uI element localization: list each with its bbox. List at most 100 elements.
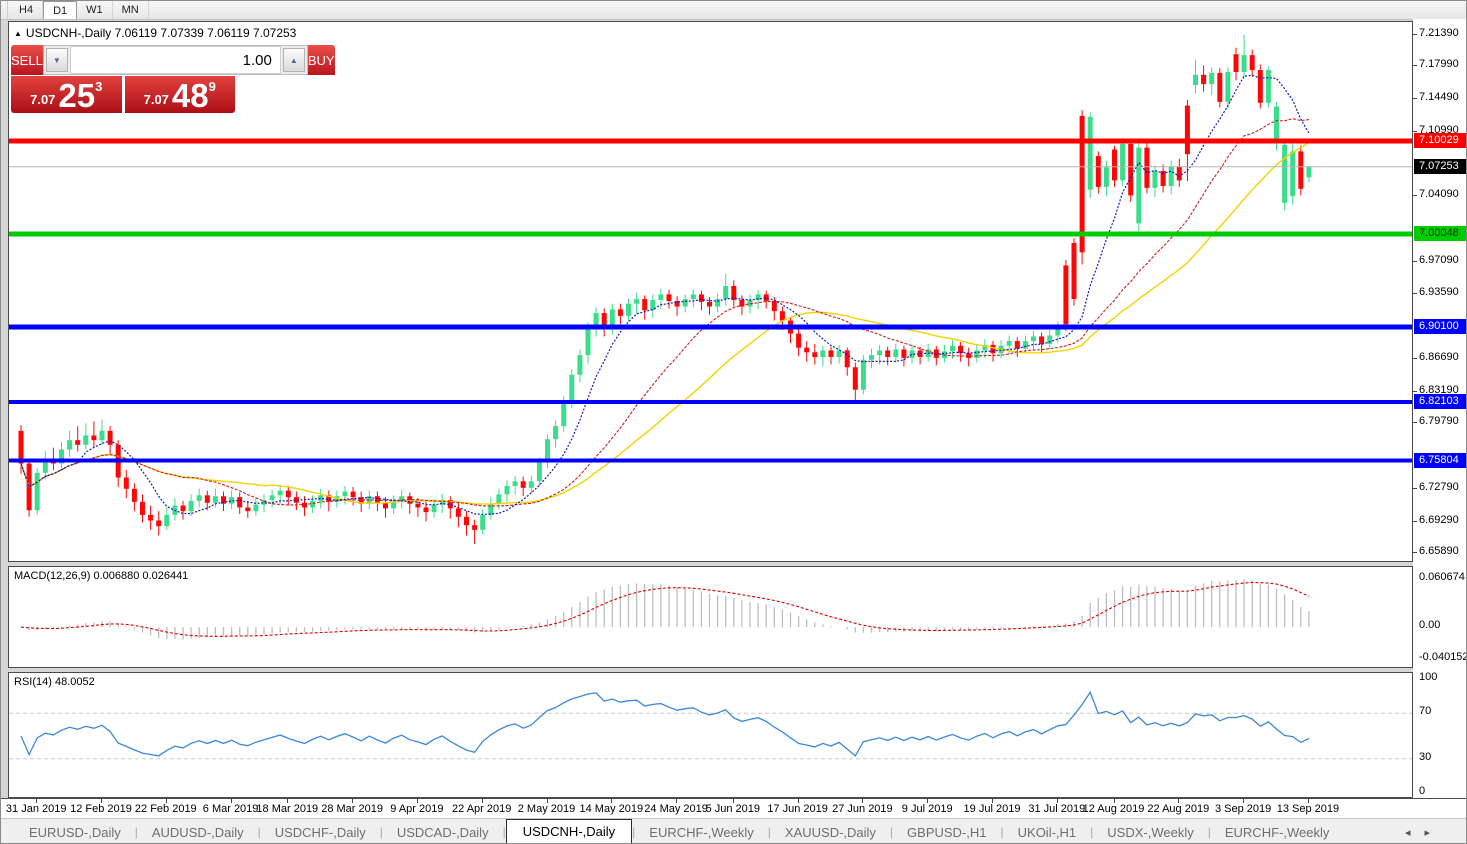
date-axis-label: 9 Apr 2019 (390, 803, 444, 815)
date-tick-mark (481, 799, 483, 803)
price-axis-label: 7.21390 (1419, 26, 1459, 39)
candle (1152, 171, 1158, 188)
price-axis-label: 7.04090 (1419, 188, 1459, 201)
candle (496, 494, 502, 504)
candle (123, 477, 129, 489)
buy-price-main: 48 (171, 76, 209, 114)
candle (383, 502, 388, 509)
candlestick-chart[interactable] (9, 22, 1412, 561)
candle (852, 367, 858, 390)
candle (909, 350, 915, 358)
macd-indicator-panel[interactable]: MACD(12,26,9) 0.006880 0.026441 (8, 566, 1413, 668)
chart-tab-gbpusd-h1[interactable]: GBPUSD-,H1 (907, 825, 987, 840)
panel-divider[interactable] (1, 668, 1466, 672)
candle (415, 503, 421, 508)
collapse-panel-icon[interactable]: ▲ (14, 29, 22, 38)
axis-tick-mark (1413, 390, 1417, 392)
volume-increase-button[interactable]: ▲ (282, 48, 305, 72)
chart-tab-ukoil-h1[interactable]: UKOil-,H1 (1017, 825, 1077, 840)
tab-scroll-right-icon[interactable]: ▸ (1424, 827, 1430, 839)
rsi-chart (9, 690, 1412, 760)
axis-tick-mark (1413, 422, 1417, 424)
horizontal-level-line-6.75804[interactable] (9, 458, 1412, 463)
chart-tab-usdchf-daily[interactable]: USDCHF-,Daily (274, 825, 366, 840)
timeframe-button-w1[interactable]: W1 (77, 1, 113, 19)
candle (893, 349, 899, 357)
volume-decrease-button[interactable]: ▼ (45, 48, 68, 72)
candle (658, 294, 664, 300)
volume-input[interactable] (69, 46, 281, 74)
candle (1079, 115, 1085, 253)
candle (334, 496, 340, 502)
chart-tab-usdx-weekly[interactable]: USDX-,Weekly (1107, 825, 1194, 840)
chart-tab-eurchf-weekly[interactable]: EURCHF-,Weekly (649, 825, 754, 840)
chart-tab-eurusd-daily[interactable]: EURUSD-,Daily (29, 825, 121, 840)
candle (318, 495, 324, 501)
candle (350, 491, 356, 498)
candle (423, 507, 429, 513)
tab-separator: | (379, 825, 383, 839)
buy-price-pip: 9 (208, 79, 216, 94)
candle (1257, 70, 1263, 103)
horizontal-level-line-7.00048[interactable] (9, 231, 1412, 237)
price-axis-label: 0 (1419, 785, 1426, 797)
chart-title: ▲ USDCNH-,Daily 7.06119 7.07339 7.06119 7… (14, 26, 296, 40)
date-axis-label: 5 Jun 2019 (705, 803, 761, 815)
chart-tab-eurchf-weekly[interactable]: EURCHF-,Weekly (1224, 825, 1330, 840)
price-axis-label: 7.17990 (1419, 58, 1459, 71)
rsi-value: 48.0052 (54, 676, 95, 688)
axis-tick-mark (1413, 552, 1417, 554)
candle (1290, 151, 1296, 197)
horizontal-level-line-6.82103[interactable] (9, 399, 1412, 404)
date-axis-label: 27 Jun 2019 (832, 803, 893, 815)
date-axis[interactable]: 31 Jan 2019 12 Feb 2019 22 Feb 2019 6 Mar 2… (1, 798, 1466, 818)
price-axis-label: 6.86690 (1419, 350, 1459, 363)
price-axis-label: 6.79790 (1419, 415, 1459, 428)
panel-divider[interactable] (1, 562, 1466, 566)
tab-separator: | (767, 825, 771, 839)
tab-separator: | (889, 825, 894, 839)
date-tick-mark (992, 799, 993, 803)
candle (472, 525, 478, 530)
price-axis[interactable]: 7.21390 7.17990 7.14490 7.10990 7.04090 6.970… (1413, 19, 1466, 798)
buy-button[interactable]: BUY (307, 45, 335, 75)
timeframe-button-d1[interactable]: D1 (43, 1, 78, 19)
candle (707, 301, 712, 307)
timeframe-button-mn[interactable]: MN (113, 1, 149, 19)
candle (480, 514, 486, 530)
candle (771, 300, 777, 312)
price-axis-label: 6.65890 (1419, 545, 1459, 558)
sell-price-quote[interactable]: 7.07 25 3 (11, 76, 122, 113)
price-axis-label: 6.69290 (1419, 513, 1459, 526)
candle (1055, 327, 1061, 336)
candle (302, 502, 307, 508)
candle (731, 285, 737, 300)
tab-scroll-left-icon[interactable]: ◂ (1404, 827, 1411, 839)
axis-tick-mark (1413, 98, 1417, 100)
timeframe-button-h4[interactable]: H4 (10, 1, 44, 19)
chart-tab-usdcnh-daily[interactable]: USDCNH-,Daily (505, 819, 633, 843)
main-chart-panel[interactable]: ▲ USDCNH-,Daily 7.06119 7.07339 7.06119 7… (8, 21, 1413, 562)
chart-tab-xauusd-daily[interactable]: XAUUSD-,Daily (784, 825, 876, 840)
rsi-indicator-panel[interactable]: RSI(14) 48.0052 (8, 672, 1413, 798)
candle (67, 440, 73, 450)
macd-label: MACD(12,26,9) 0.006880 0.026441 (14, 570, 189, 582)
horizontal-level-line-6.901[interactable] (9, 324, 1412, 330)
axis-tick-mark (1413, 65, 1417, 67)
axis-tick-mark (1413, 130, 1417, 132)
buy-price-quote[interactable]: 7.07 48 9 (124, 76, 235, 114)
chart-tab-usdcad-daily[interactable]: USDCAD-,Daily (396, 825, 489, 840)
candle (593, 313, 599, 328)
horizontal-level-line-7.10029[interactable] (9, 138, 1412, 144)
candle (1039, 336, 1045, 344)
macd-values: 0.006880 0.026441 (93, 570, 189, 582)
date-axis-label: 3 Sep 2019 (1214, 803, 1272, 815)
candle (958, 345, 964, 354)
tab-separator: | (1207, 825, 1211, 839)
candle (1168, 166, 1174, 186)
chart-tab-audusd-daily[interactable]: AUDUSD-,Daily (151, 825, 244, 840)
candle (682, 299, 688, 307)
sell-button[interactable]: SELL (11, 45, 43, 75)
candle (917, 350, 923, 357)
